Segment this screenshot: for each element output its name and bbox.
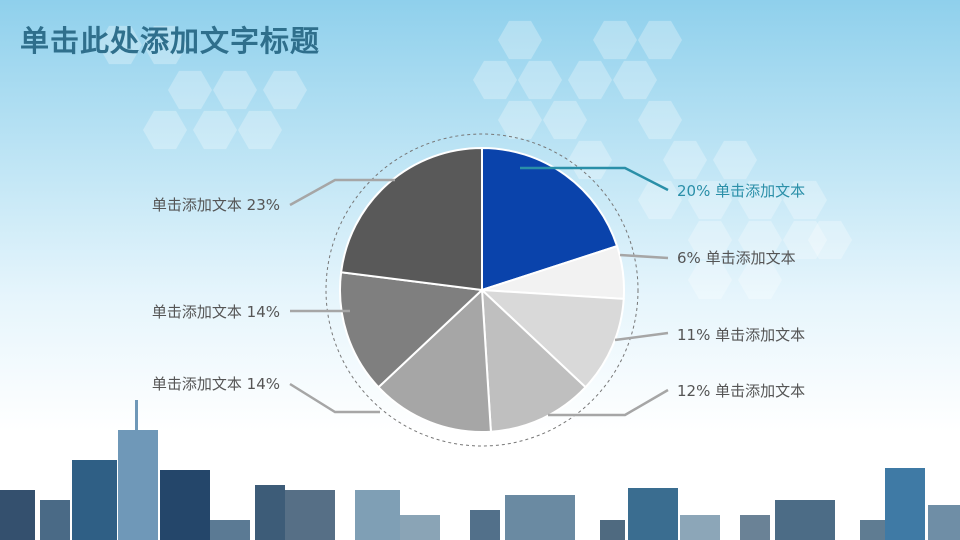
skyline-building	[118, 430, 158, 540]
skyline-building	[470, 510, 500, 540]
skyline-building	[505, 495, 575, 540]
skyline-building	[885, 468, 925, 540]
skyline-building	[680, 515, 720, 540]
skyline-building	[400, 515, 440, 540]
page-title: 单击此处添加文字标题	[20, 24, 321, 58]
leader-line-6	[289, 178, 395, 207]
skyline-building	[600, 520, 625, 540]
data-label-1: 6% 单击添加文本	[677, 249, 796, 267]
hexagon-shape	[808, 220, 852, 260]
hexagon-shape	[213, 70, 257, 110]
hexagon-shape	[713, 140, 757, 180]
data-label-3: 12% 单击添加文本	[677, 382, 805, 400]
hexagon-shape	[613, 60, 657, 100]
hexagon-shape	[688, 180, 732, 220]
skyline-building	[160, 470, 210, 540]
leader-line-3	[548, 388, 669, 417]
hexagon-shape	[688, 260, 732, 300]
skyline-antenna	[135, 400, 138, 430]
hexagon-shape	[498, 100, 542, 140]
leader-line-0	[520, 166, 669, 192]
data-label-2: 11% 单击添加文本	[677, 326, 805, 344]
hexagon-shape	[193, 110, 237, 150]
data-label-5: 单击添加文本 14%	[152, 303, 280, 321]
skyline-building	[255, 485, 285, 540]
skyline-building	[285, 490, 335, 540]
skyline-building	[928, 505, 960, 540]
hexagon-shape	[638, 180, 682, 220]
hexagon-shape	[568, 140, 612, 180]
skyline-building	[628, 488, 678, 540]
hexagon-shape	[688, 220, 732, 260]
leader-line-1	[619, 253, 669, 260]
hexagon-shape	[738, 220, 782, 260]
hexagon-shape	[143, 25, 187, 65]
hexagon-shape	[593, 20, 637, 60]
leader-line-4	[289, 382, 380, 414]
data-label-4: 单击添加文本 14%	[152, 375, 280, 393]
pie-slice-5	[339, 271, 485, 389]
hexagon-shape	[238, 110, 282, 150]
hexagon-shape	[738, 260, 782, 300]
hexagon-shape	[783, 220, 827, 260]
data-label-6: 单击添加文本 23%	[152, 196, 280, 214]
hexagon-shape	[168, 70, 212, 110]
skyline-building	[40, 500, 70, 540]
hexagon-shape	[783, 180, 827, 220]
pie-slice-0	[481, 146, 619, 292]
skyline-building	[860, 520, 885, 540]
hexagon-shape	[543, 100, 587, 140]
hexagon-shape	[98, 25, 142, 65]
hexagon-shape	[738, 180, 782, 220]
skyline-building	[740, 515, 770, 540]
hexagon-shape	[473, 60, 517, 100]
hexagon-shape	[143, 110, 187, 150]
pie-slice-6	[340, 146, 483, 292]
hexagon-shape	[638, 20, 682, 60]
hexagon-shape	[518, 60, 562, 100]
pie-slice-4	[377, 287, 492, 433]
hexagon-shape	[263, 70, 307, 110]
skyline-building	[72, 460, 117, 540]
pie-slice-2	[479, 288, 625, 389]
pie-outline-ring	[325, 133, 639, 447]
data-label-0: 20% 单击添加文本	[677, 182, 805, 200]
skyline-building	[210, 520, 250, 540]
hexagon-shape	[498, 20, 542, 60]
hexagon-shape	[568, 60, 612, 100]
hexagon-shape	[638, 100, 682, 140]
skyline-building	[775, 500, 835, 540]
skyline-building	[0, 490, 35, 540]
leader-line-2	[614, 331, 669, 342]
hexagon-shape	[663, 140, 707, 180]
skyline-building	[355, 490, 400, 540]
pie-slice-3	[480, 287, 587, 433]
